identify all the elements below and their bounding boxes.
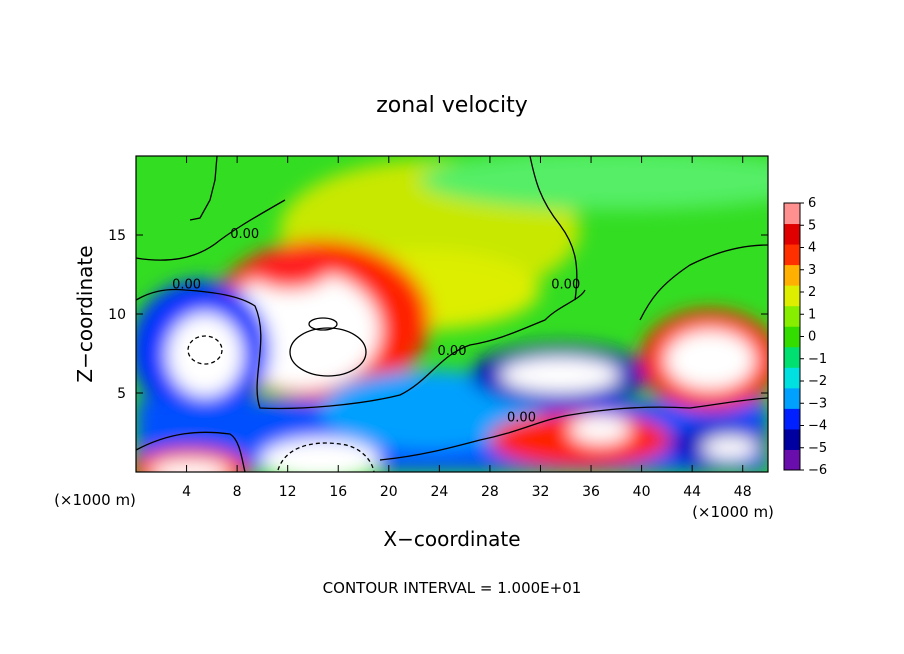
contour-line-2 — [189, 156, 218, 221]
colorbar-swatch-3 — [784, 387, 800, 409]
colorbar-swatch-1 — [784, 428, 800, 450]
contour-line-4 — [379, 397, 768, 461]
colorbar-label-5: 1 — [808, 307, 816, 322]
contour-labels: 0.00 0.00 0.00 0.00 0.00 — [172, 227, 580, 425]
x-tick-label-4: 20 — [380, 484, 398, 500]
y-tick-label-0: 5 — [117, 386, 126, 402]
colorbar-label-2: 4 — [808, 241, 816, 256]
x-tick-label-8: 36 — [582, 484, 600, 500]
x-tick-label-7: 32 — [532, 484, 550, 500]
field-pos-bottom-core — [570, 416, 630, 444]
contour-core-1 — [289, 327, 367, 377]
contour-label-1: 0.00 — [172, 278, 201, 293]
contour-label-4: 0.00 — [551, 278, 580, 293]
x-axis-label: X−coordinate — [383, 527, 520, 551]
plot-area: 0.00 0.00 0.00 0.00 0.00 — [136, 156, 768, 472]
x-tick-label-1: 8 — [233, 484, 242, 500]
colorbar-swatch-7 — [784, 305, 800, 327]
contour-label-0: 0.00 — [230, 227, 259, 242]
x-tick-label-2: 12 — [279, 484, 297, 500]
colorbar-label-12: −6 — [808, 463, 827, 478]
colorbar-swatch-4 — [784, 367, 800, 389]
colorbar-label-6: 0 — [808, 330, 816, 345]
y-tick-label-1: 10 — [108, 307, 126, 323]
colorbar-label-11: −5 — [808, 441, 827, 456]
contour-core-2 — [308, 317, 338, 331]
x-axis-ticks: 4 8 12 16 20 24 28 32 36 40 44 48 — [182, 156, 752, 500]
contour-label-2: 0.00 — [438, 344, 467, 359]
chart-title: zonal velocity — [376, 93, 528, 118]
contour-core-3 — [187, 335, 223, 365]
field-jet-upper-red — [250, 250, 330, 290]
x-tick-label-10: 44 — [683, 484, 701, 500]
colorbar-swatch-2 — [784, 408, 800, 430]
colorbar-label-0: 6 — [808, 196, 816, 211]
field-weak-top — [420, 156, 768, 210]
field-pos-right-core — [665, 330, 755, 390]
contour-interval-note: CONTOUR INTERVAL = 1.000E+01 — [323, 579, 582, 597]
colorbar-swatch-0 — [784, 449, 800, 471]
velocity-field — [136, 156, 768, 472]
contour-label-3: 0.00 — [507, 410, 536, 425]
x-unit-left: (×1000 m) — [54, 491, 136, 509]
x-tick-label-9: 40 — [633, 484, 651, 500]
contour-line-7 — [639, 244, 768, 321]
x-tick-label-0: 4 — [182, 484, 191, 500]
y-tick-label-2: 15 — [108, 228, 126, 244]
x-tick-label-3: 16 — [329, 484, 347, 500]
colorbar-swatch-6 — [784, 326, 800, 348]
colorbar-label-3: 3 — [808, 263, 816, 278]
colorbar-label-8: −2 — [808, 374, 827, 389]
contour-line-6 — [529, 156, 578, 301]
colorbar-swatch-12 — [784, 203, 800, 225]
x-unit-right: (×1000 m) — [692, 503, 774, 521]
field-neg-left-core — [167, 313, 243, 397]
field-neg-mid-core — [500, 357, 620, 393]
x-tick-label-5: 24 — [430, 484, 448, 500]
y-axis-label: Z−coordinate — [73, 245, 97, 382]
y-axis-ticks: 5 10 15 — [108, 228, 768, 402]
x-tick-label-11: 48 — [734, 484, 752, 500]
colorbar-swatch-5 — [784, 346, 800, 368]
zero-contours — [136, 156, 768, 472]
colorbar-label-7: −1 — [808, 352, 827, 367]
x-tick-label-6: 28 — [481, 484, 499, 500]
colorbar-label-4: 2 — [808, 285, 816, 300]
contour-core-4 — [277, 442, 375, 472]
field-bottom-mid-core — [260, 438, 380, 472]
colorbar-label-10: −4 — [808, 419, 827, 434]
colorbar-swatch-11 — [784, 223, 800, 245]
colorbar-swatch-8 — [784, 285, 800, 307]
contour-line-3 — [136, 288, 586, 410]
field-neg-bottom-right-core — [702, 436, 758, 460]
colorbar-label-1: 5 — [808, 218, 816, 233]
colorbar-swatch-10 — [784, 244, 800, 266]
field-bottom-left-core — [150, 460, 230, 472]
colorbar: 6 5 4 3 2 1 0 −1 −2 −3 −4 −5 −6 — [783, 196, 827, 478]
contour-line-1 — [136, 199, 286, 261]
colorbar-swatch-9 — [784, 264, 800, 286]
contour-line-5 — [136, 431, 246, 472]
colorbar-label-9: −3 — [808, 396, 827, 411]
